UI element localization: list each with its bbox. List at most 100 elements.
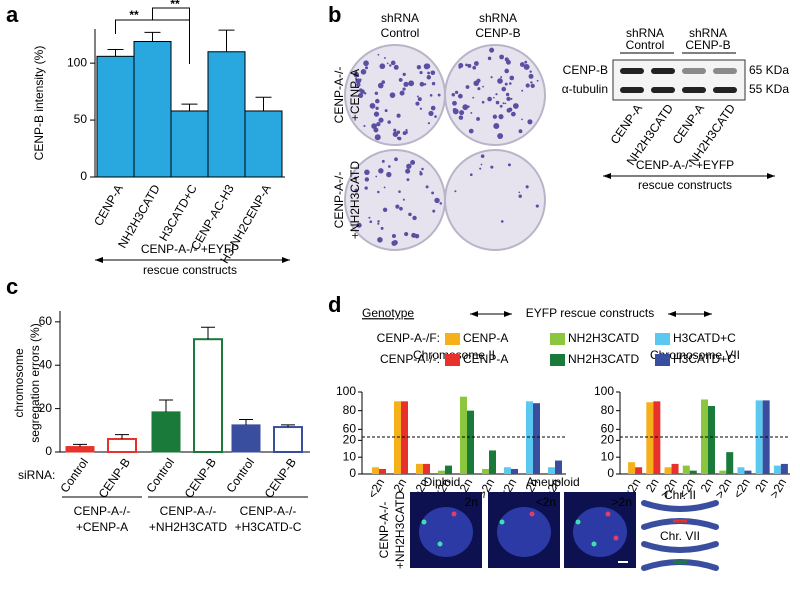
colony xyxy=(427,122,431,125)
x-tick-label: CENP-B xyxy=(96,456,133,501)
column-header: shRNA xyxy=(381,11,419,25)
colony xyxy=(510,97,513,100)
colony xyxy=(530,83,535,88)
colony xyxy=(376,121,381,127)
group-label: +H3CATD-C xyxy=(235,520,302,534)
x-tick-label: Control xyxy=(223,456,257,496)
image-caption: Aneuploid xyxy=(526,475,579,489)
colony xyxy=(470,111,473,114)
arrow-head xyxy=(95,257,103,263)
colony xyxy=(375,106,379,110)
x-tick-label: 2n xyxy=(457,476,476,495)
x-tick-label: 2n xyxy=(752,476,771,495)
colony xyxy=(454,90,459,95)
bar xyxy=(401,401,408,474)
x-tick-label: <2n xyxy=(365,476,387,501)
blot-band xyxy=(682,87,706,93)
blot-header: shRNA xyxy=(626,26,664,40)
fish-spot xyxy=(613,535,619,541)
colony xyxy=(504,102,507,105)
colony xyxy=(364,66,369,70)
colony xyxy=(377,82,384,89)
ploidy-label: >2n xyxy=(612,495,632,509)
colony xyxy=(452,108,457,113)
blot-caption: CENP-A-/- +EYFP xyxy=(636,158,734,172)
colony xyxy=(536,79,539,82)
significance: ** xyxy=(170,0,180,11)
bar xyxy=(708,406,715,474)
colony xyxy=(378,168,384,174)
y-tick-label: 0 xyxy=(607,466,614,480)
colony xyxy=(487,96,492,102)
bar xyxy=(460,396,467,474)
colony xyxy=(512,103,519,109)
colony xyxy=(375,175,378,178)
y-tick-label: 100 xyxy=(594,384,614,398)
bar xyxy=(737,467,745,474)
colony xyxy=(495,100,500,105)
colony xyxy=(358,78,362,82)
error-bar xyxy=(144,31,161,42)
ploidy-label: 2n xyxy=(465,495,478,509)
y-tick-label: 10 xyxy=(601,449,615,463)
colony xyxy=(472,96,475,99)
bar xyxy=(438,470,445,474)
legend-swatch xyxy=(445,354,460,366)
y-tick-label: 0 xyxy=(349,466,356,480)
error-bar xyxy=(73,443,87,447)
arrow-head xyxy=(704,311,712,317)
colony xyxy=(518,129,523,134)
band-size: 55 KDa xyxy=(749,82,789,96)
fish-spot xyxy=(451,511,457,517)
colony xyxy=(509,75,515,81)
colony xyxy=(381,159,385,163)
y-tick-label: 80 xyxy=(343,403,357,417)
colony xyxy=(521,89,524,92)
image-row-label: +NH2H3CATD xyxy=(393,491,407,569)
colony xyxy=(504,82,508,86)
colony xyxy=(500,220,504,223)
x-axis-label: CENP-A-/- +EYFP xyxy=(141,242,239,256)
colony xyxy=(451,93,456,97)
colony xyxy=(419,81,425,87)
colony xyxy=(505,92,510,97)
colony xyxy=(428,110,434,117)
image-caption: Diploid xyxy=(424,475,461,489)
legend-subtitle: EYFP rescue constructs xyxy=(526,306,655,320)
colony xyxy=(432,209,436,213)
bar xyxy=(628,462,636,474)
colony xyxy=(508,107,513,112)
colony xyxy=(391,234,396,239)
colony xyxy=(387,120,391,124)
blot-band xyxy=(713,68,737,74)
bar xyxy=(379,468,386,474)
y-axis-label: CENP-B intensity (%) xyxy=(32,46,46,161)
colony xyxy=(459,110,465,116)
panel-label: b xyxy=(328,2,341,27)
bar xyxy=(773,465,781,474)
y-tick-label: 50 xyxy=(74,112,88,126)
legend-row: CENP-A-/F: xyxy=(377,331,440,345)
legend-swatch xyxy=(655,354,670,366)
colony xyxy=(468,128,474,134)
colony xyxy=(389,64,392,67)
colony xyxy=(399,90,405,96)
colony xyxy=(358,93,364,99)
colony xyxy=(364,177,370,182)
x-tick-label: CENP-B xyxy=(262,456,299,501)
colony xyxy=(381,80,386,84)
colony xyxy=(369,102,376,109)
colony xyxy=(434,115,437,118)
colony xyxy=(490,76,493,79)
colony xyxy=(419,172,423,176)
y-tick-label: 0 xyxy=(80,169,87,183)
colony xyxy=(356,82,361,88)
group-label: +CENP-A xyxy=(76,520,128,534)
nucleus xyxy=(419,507,473,557)
colony xyxy=(523,63,530,70)
colony xyxy=(479,167,482,170)
colony xyxy=(406,163,412,169)
colony xyxy=(493,96,495,99)
x-tick-label: Control xyxy=(57,456,91,496)
colony xyxy=(402,72,406,76)
